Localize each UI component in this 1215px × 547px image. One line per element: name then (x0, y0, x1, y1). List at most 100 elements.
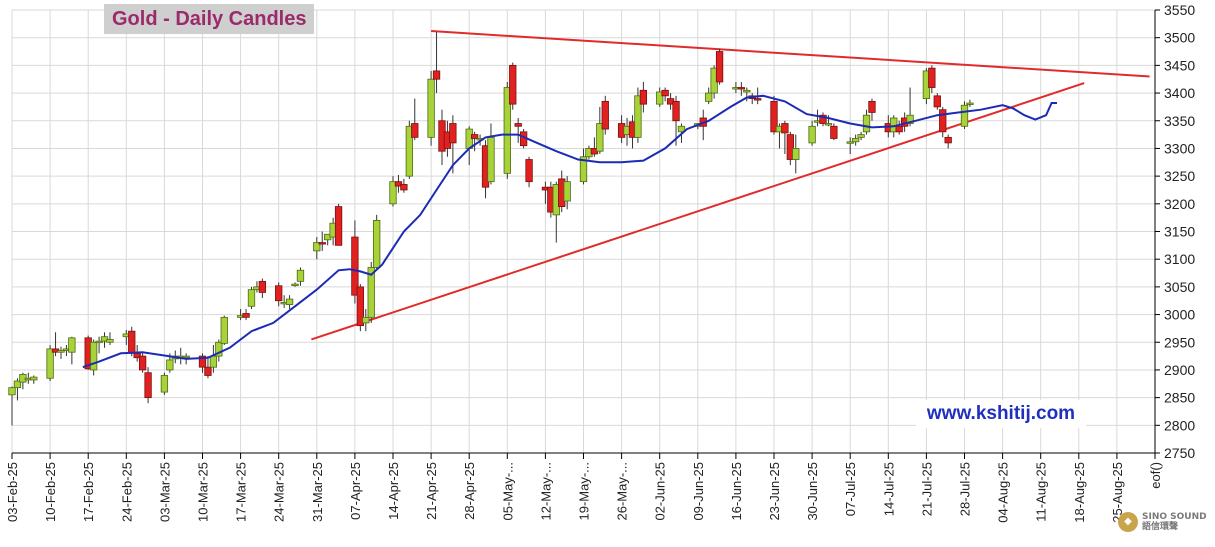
candle-up (851, 134, 860, 146)
x-tick-label: 10-Mar-25 (196, 462, 211, 522)
candle-down (661, 87, 669, 102)
candle-up (743, 87, 751, 102)
candle-body (906, 114, 914, 124)
y-tick-label: 2850 (1164, 390, 1195, 406)
candle-up (862, 109, 871, 135)
candle-up (296, 267, 305, 286)
candle-down (356, 284, 364, 332)
candle-body (394, 181, 403, 187)
candle-body (351, 236, 359, 296)
candle-down (242, 309, 250, 321)
candle-body (204, 366, 212, 376)
y-tick-label: 3150 (1164, 224, 1195, 240)
candle-body (786, 134, 794, 160)
candle-body (128, 330, 136, 354)
candle-body (106, 339, 114, 343)
y-tick-label: 3200 (1164, 196, 1195, 212)
x-tick-label: 31-Mar-25 (310, 462, 325, 522)
candle-body (928, 67, 936, 88)
candle-up (792, 134, 800, 174)
candle-down (639, 81, 648, 113)
grid-lines (11, 9, 1156, 454)
candle-up (656, 87, 664, 107)
candle-up (846, 137, 854, 154)
candle-up (427, 70, 435, 146)
candle-up (46, 345, 54, 382)
candle-up (960, 101, 969, 130)
x-tick-label: 28-Jul-25 (958, 462, 973, 516)
candle-down (432, 32, 441, 94)
y-tick-label: 2750 (1164, 445, 1195, 461)
candle-up (30, 375, 38, 384)
candle-body (824, 123, 833, 126)
candle-up (313, 237, 321, 260)
candle-up (362, 309, 370, 332)
candle-up (405, 120, 413, 179)
candle-body (857, 134, 865, 138)
candle-body (781, 123, 789, 134)
candle-down (411, 98, 419, 141)
candle-body (296, 269, 305, 282)
moving-average (82, 94, 1057, 369)
candle-down (509, 62, 517, 110)
candle-up (160, 372, 169, 395)
x-tick-label: 26-May-... (615, 462, 630, 521)
x-tick-label: 07-Jul-25 (843, 462, 858, 516)
candle-up (563, 176, 571, 210)
candle-body (356, 286, 364, 327)
candle-body (242, 313, 250, 318)
candle-up (95, 336, 103, 354)
y-tick-label: 2900 (1164, 362, 1195, 378)
x-tick-label: 21-Apr-25 (424, 462, 439, 520)
candle-body (639, 89, 648, 105)
x-tick-label: 02-Jun-25 (653, 462, 668, 521)
candle-down (144, 367, 152, 404)
candle-body (138, 355, 147, 371)
candle-body (525, 159, 533, 183)
x-tick-label: 28-Apr-25 (462, 462, 477, 520)
candle-up (247, 286, 256, 310)
candle-body (362, 316, 370, 324)
x-tick-label: 03-Feb-25 (5, 462, 20, 522)
candle-body (661, 89, 669, 97)
candle-down (275, 282, 283, 307)
candle-down (868, 98, 876, 121)
candle-body (672, 100, 680, 122)
candle-body (313, 242, 321, 252)
candle-body (144, 372, 152, 399)
candle-body (367, 267, 375, 318)
candle-down (699, 109, 707, 141)
candle-up (215, 339, 223, 362)
candle-body (30, 376, 38, 381)
y-tick-label: 3000 (1164, 307, 1195, 323)
logo-icon: ◆ (1118, 512, 1138, 532)
candle-down (138, 352, 147, 373)
support-trendline (311, 82, 1085, 341)
candle-down (449, 115, 457, 174)
candle-up (220, 315, 228, 346)
candle-body (220, 316, 228, 344)
candle-up (389, 176, 397, 207)
candle-body (285, 298, 294, 305)
y-tick-label: 3500 (1164, 30, 1195, 46)
x-tick-label: 17-Mar-25 (234, 462, 249, 522)
candle-body (258, 280, 267, 293)
candle-body (944, 136, 952, 144)
candle-body (705, 92, 713, 102)
candle-down (786, 131, 794, 166)
candle-down (318, 231, 326, 251)
candle-down (944, 134, 952, 149)
candle-body (160, 375, 169, 393)
x-tick-label: 05-May-... (500, 462, 515, 521)
candle-body (846, 141, 854, 144)
candle-body (960, 104, 969, 127)
candle-body (656, 91, 664, 105)
candle-down (830, 123, 838, 141)
candle-body (13, 380, 22, 389)
candle-down (770, 95, 778, 135)
watermark-url: www.kshitij.com (916, 400, 1086, 428)
candle-down (715, 48, 724, 85)
candle-down (334, 203, 343, 246)
logo-line2: 語信環聲 (1142, 522, 1179, 532)
logo-line1: SINO SOUND (1142, 512, 1207, 522)
